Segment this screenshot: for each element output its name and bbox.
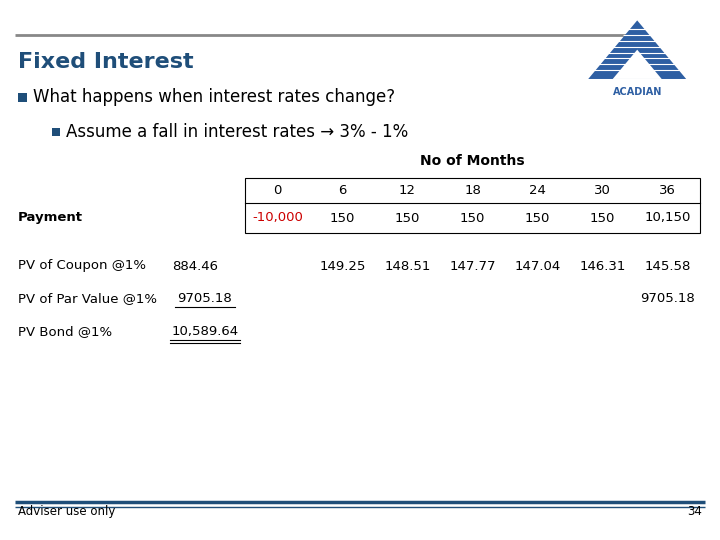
- Text: 145.58: 145.58: [644, 260, 690, 273]
- Polygon shape: [588, 21, 686, 79]
- Text: 12: 12: [399, 184, 416, 197]
- Text: 150: 150: [330, 212, 355, 225]
- Text: 18: 18: [464, 184, 481, 197]
- Text: 0: 0: [274, 184, 282, 197]
- Text: PV of Par Value @1%: PV of Par Value @1%: [18, 293, 157, 306]
- Text: 147.04: 147.04: [514, 260, 561, 273]
- Text: 146.31: 146.31: [580, 260, 626, 273]
- Text: 150: 150: [590, 212, 615, 225]
- Text: 9705.18: 9705.18: [178, 293, 233, 306]
- Text: 30: 30: [594, 184, 611, 197]
- Text: 148.51: 148.51: [384, 260, 431, 273]
- Text: 34: 34: [687, 505, 702, 518]
- Text: 10,150: 10,150: [644, 212, 690, 225]
- Text: 149.25: 149.25: [319, 260, 366, 273]
- Text: Payment: Payment: [18, 212, 83, 225]
- Text: Fixed Interest: Fixed Interest: [18, 52, 194, 72]
- Text: What happens when interest rates change?: What happens when interest rates change?: [33, 88, 395, 106]
- Bar: [18, 92, 27, 102]
- Text: ACADIAN: ACADIAN: [613, 86, 662, 97]
- Text: 884.46: 884.46: [172, 260, 218, 273]
- Bar: [245, 178, 700, 233]
- Text: 150: 150: [395, 212, 420, 225]
- Text: 10,589.64: 10,589.64: [171, 326, 238, 339]
- Text: 6: 6: [338, 184, 347, 197]
- Text: Adviser use only: Adviser use only: [18, 505, 115, 518]
- Text: No of Months: No of Months: [420, 154, 525, 168]
- Text: Assume a fall in interest rates → 3% - 1%: Assume a fall in interest rates → 3% - 1…: [66, 123, 408, 141]
- Text: -10,000: -10,000: [252, 212, 303, 225]
- Text: PV of Coupon @1%: PV of Coupon @1%: [18, 260, 146, 273]
- Bar: [52, 128, 60, 136]
- Text: 36: 36: [659, 184, 676, 197]
- Text: 150: 150: [460, 212, 485, 225]
- Text: PV Bond @1%: PV Bond @1%: [18, 326, 112, 339]
- Text: 24: 24: [529, 184, 546, 197]
- Text: 150: 150: [525, 212, 550, 225]
- Text: 9705.18: 9705.18: [640, 293, 695, 306]
- Text: 147.77: 147.77: [449, 260, 496, 273]
- Polygon shape: [613, 50, 662, 79]
